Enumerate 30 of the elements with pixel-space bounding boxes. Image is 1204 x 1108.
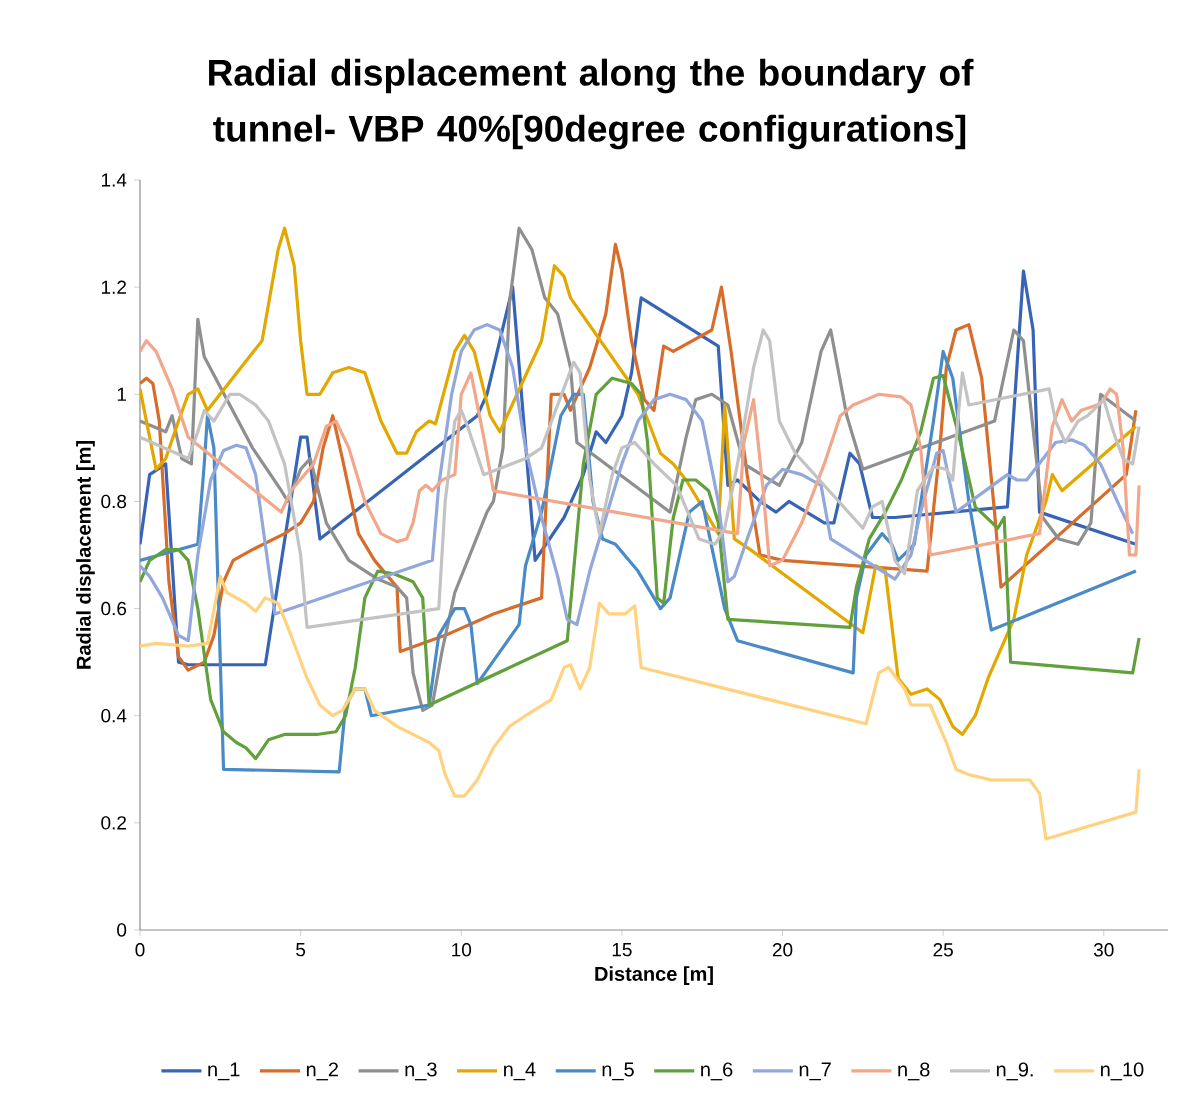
y-tick-label: 0.6 [101,601,127,616]
legend-label: n_5 [602,1062,634,1081]
y-tick-label: 0.8 [101,494,127,509]
legend-label: n_6 [701,1062,733,1081]
x-tick-label: 10 [452,943,472,957]
x-tick-label: 20 [772,943,793,957]
y-tick-label: 0.4 [101,708,127,723]
legend-label: n_1 [208,1062,240,1081]
x-tick-label: 15 [612,943,632,957]
y-tick-label: 1 [117,387,126,401]
chart-title: Radial displacement along the boundary of tunnel- VBP 40%[90degree configurations] [209,58,974,150]
x-tick-label: 30 [1093,943,1114,957]
legend-label: n_2 [306,1062,338,1081]
legend-label: n_4 [504,1062,536,1081]
y-tick-label: 0.2 [101,816,126,830]
x-tick-label: 25 [933,943,953,957]
x-tick-label: 0 [135,943,145,957]
y-tick-label: 1.4 [101,173,127,187]
line-series [140,574,1141,841]
legend-label: n_8 [898,1062,930,1081]
line-series [140,339,1141,568]
legend-label: n_3 [405,1062,437,1081]
legend-label: n_9. [996,1062,1033,1081]
y-tick-label: 1.2 [101,280,126,294]
legend-label: n_7 [799,1062,831,1081]
x-axis-title: Distance [m] [595,966,713,985]
legend-label: n_10 [1101,1062,1144,1081]
x-tick-label: 5 [296,943,306,957]
y-tick-label: 0 [117,923,127,937]
y-axis-title: Radial displacement [m] [76,441,95,669]
